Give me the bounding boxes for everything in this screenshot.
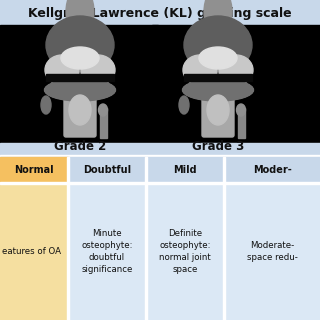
Ellipse shape [51,21,109,69]
FancyBboxPatch shape [202,91,234,137]
Ellipse shape [236,104,245,116]
Bar [223,157,225,320]
Ellipse shape [186,18,250,72]
Ellipse shape [48,18,112,72]
Text: Grade 3: Grade 3 [192,140,244,154]
Ellipse shape [204,0,232,37]
Text: Kellgren-Lawrence (KL) grading scale: Kellgren-Lawrence (KL) grading scale [28,6,292,20]
Ellipse shape [45,55,79,85]
Ellipse shape [183,79,252,100]
Ellipse shape [185,81,251,100]
Ellipse shape [219,55,253,85]
Ellipse shape [50,20,110,70]
Ellipse shape [184,80,252,100]
Ellipse shape [47,81,113,100]
Bar [0,182,320,184]
Ellipse shape [44,79,116,101]
Ellipse shape [183,79,253,100]
Ellipse shape [186,81,251,100]
Ellipse shape [52,22,108,68]
Ellipse shape [47,17,113,73]
Bar [0,157,320,183]
Ellipse shape [179,96,189,114]
Bar [46,74,114,81]
FancyBboxPatch shape [64,91,96,137]
Ellipse shape [66,0,94,37]
Ellipse shape [207,95,229,125]
Bar [0,143,320,155]
Bar [0,157,68,183]
Ellipse shape [191,23,245,67]
Text: eatures of OA: eatures of OA [2,247,60,256]
Ellipse shape [189,21,247,69]
Ellipse shape [49,19,111,71]
Bar [0,0,320,25]
Text: Moder-: Moder- [252,165,292,175]
Bar [67,157,69,320]
Ellipse shape [192,24,244,66]
Ellipse shape [184,16,252,74]
Ellipse shape [47,81,113,100]
Ellipse shape [188,20,248,70]
Ellipse shape [186,81,250,99]
Bar [0,183,320,320]
Ellipse shape [46,80,114,100]
Text: Moderate-
space redu-: Moderate- space redu- [247,241,297,262]
Ellipse shape [45,79,115,100]
Ellipse shape [99,104,108,116]
Text: Grade 2: Grade 2 [54,140,106,154]
Ellipse shape [45,79,115,100]
Bar [0,25,320,145]
Ellipse shape [61,47,99,69]
Bar [145,157,147,320]
Text: Doubtful: Doubtful [83,165,131,175]
Ellipse shape [41,96,51,114]
Text: Mild: Mild [173,165,197,175]
Ellipse shape [187,19,249,71]
Ellipse shape [185,17,251,73]
Bar [0,155,320,157]
Ellipse shape [69,95,91,125]
Ellipse shape [182,79,253,101]
Text: Minute
osteophyte:
doubtful
significance: Minute osteophyte: doubtful significance [81,229,133,274]
Ellipse shape [46,80,114,100]
Ellipse shape [190,22,246,68]
Ellipse shape [53,23,107,67]
Ellipse shape [81,55,115,85]
Ellipse shape [185,80,252,100]
Bar [152,25,158,145]
Ellipse shape [54,24,106,66]
Ellipse shape [193,25,243,65]
Text: Normal: Normal [14,165,54,175]
Ellipse shape [48,81,112,99]
Ellipse shape [46,16,114,74]
Bar [0,183,68,320]
Ellipse shape [183,55,217,85]
Bar [184,74,252,81]
Ellipse shape [199,47,237,69]
Bar [100,108,107,138]
Bar [238,108,245,138]
Text: Definite
osteophyte:
normal joint
space: Definite osteophyte: normal joint space [159,229,211,274]
Ellipse shape [55,25,105,65]
